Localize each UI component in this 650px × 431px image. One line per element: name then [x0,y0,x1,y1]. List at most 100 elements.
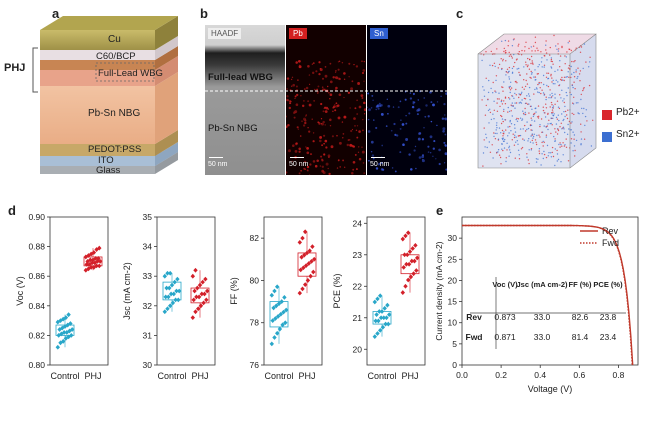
pb-ion-dot [525,64,527,66]
pb-ion-dot [545,134,548,136]
sn-ion-dot [582,112,584,115]
control-point [162,273,167,279]
sn-ion-dot [564,105,566,108]
pb-ion-dot [580,123,582,125]
pb-ion-dot [551,124,553,126]
pb-ion-dot [525,41,527,43]
pb-legend-label: Pb2+ [616,107,640,118]
sn-signal-dot [412,92,415,96]
sn-ion-dot [582,67,584,70]
phj-point [190,273,195,279]
pb-signal-dot [298,172,301,175]
table-header: FF (%) [569,280,592,289]
table-cell: 81.4 [572,332,589,342]
sn-signal-dot [427,145,430,148]
sn-ion-dot [501,40,503,42]
sn-ion-dot [509,149,511,151]
pb-signal-dot [321,159,324,162]
sn-signal-dot [441,117,445,120]
sn-ion-dot [498,92,500,94]
pb-ion-dot [532,45,535,47]
phj-point [94,263,99,269]
sn-ion-dot [500,132,502,134]
sn-ion-dot [571,84,573,87]
pb-ion-dot [549,46,551,49]
sn-ion-dot [557,106,560,108]
pb-ion-dot [501,129,504,132]
sn-ion-dot [564,144,566,146]
phj-point [90,257,96,263]
atom-probe-cube [477,33,597,169]
sn-ion-dot [515,136,517,138]
pb-ion-dot [538,81,540,84]
table-cell: 82.6 [572,312,589,322]
sn-ion-dot [530,73,533,75]
device-stack-panel: PHJ Cu C60/BCP Full-Lead WBG Pb-Sn NBG P… [0,0,200,185]
y-tick-label: 20 [448,275,458,285]
pb-signal-dot [305,114,307,116]
nbg-region-label: Pb-Sn NBG [208,123,258,134]
sn-ion-dot [514,134,516,136]
y-tick-label: 82 [250,233,260,243]
pb-signal-dot [320,118,323,120]
pb-signal-dot [330,145,334,149]
wbg-label: Full-Lead WBG [98,68,163,79]
pb-ion-dot [529,124,532,126]
sn-signal-dot [438,162,441,166]
sn-ion-dot [572,131,574,133]
pb-ion-dot [541,141,543,144]
pb-signal-dot [356,125,359,127]
sn-ion-dot [542,157,544,160]
sn-signal-dot [440,95,442,97]
phj-point [400,236,405,242]
pb-signal-dot [301,120,303,123]
sn-ion-dot [500,100,503,103]
pb-signal-dot [324,66,327,68]
pb-signal-dot [343,72,346,75]
sn-signal-dot [432,147,435,150]
cu-layer-top [40,16,178,30]
pb-signal-dot [358,157,362,161]
pb-ion-dot [567,109,569,111]
y-tick-label: 34 [143,242,153,252]
sn-ion-dot [501,148,503,150]
sn-ion-dot [532,135,535,138]
sn-signal-dot [405,138,409,141]
pb-signal-dot [290,78,293,81]
interface-highlight-box [95,62,155,82]
control-point [163,294,168,300]
pb-ion-dot [508,66,511,69]
pb-signal-dot [303,88,306,91]
pb-ion-dot [558,48,560,50]
pb-signal-dot [300,95,302,97]
pb-signal-dot [293,116,296,119]
pb-ion-dot [530,77,532,79]
pb-signal-dot [304,160,307,163]
x-category-label: PHJ [401,371,418,381]
pb-signal-dot [304,119,307,122]
sn-signal-dot [413,149,416,152]
control-point [67,328,72,334]
phj-bracket [32,47,38,93]
phj-point [302,252,307,258]
sn-ion-dot [554,70,556,73]
device-stack-illustration [32,16,178,174]
control-point [274,303,279,309]
pb-signal-dot [288,149,291,153]
pb-signal-dot [300,169,302,172]
control-point [70,327,75,332]
sn-ion-dot [512,105,514,108]
pb-ion-dot [559,55,562,57]
pb-ion-dot [534,139,537,141]
sn-ion-dot [577,102,579,104]
control-point [165,270,170,276]
pb-signal-dot [354,153,357,156]
pb-signal-dot [324,106,327,109]
pb-ion-dot [559,146,561,148]
sn-signal-dot [397,106,400,109]
pb-ion-dot [509,125,511,128]
control-point [379,309,385,314]
sn-legend-swatch [602,132,612,142]
pb-ion-dot [518,71,520,74]
pb-ion-dot [515,94,517,96]
